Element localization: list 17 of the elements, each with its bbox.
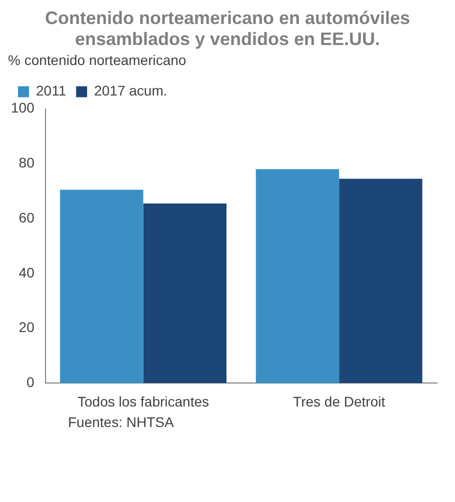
bar [256,169,340,384]
y-tick-label: 80 [18,154,35,171]
y-tick-label: 60 [18,209,35,226]
chart-title: Contenido norteamericano en automóviles ensamblados y vendidos en EE.UU. [44,8,412,50]
y-tick-label: 20 [18,319,35,336]
bar [339,178,422,384]
x-tick-label: Todos los fabricantes [78,393,210,410]
y-tick-label: 40 [18,264,35,280]
legend-label: 2011 [36,82,66,99]
legend-label: 2017 acum. [94,82,168,99]
bar [60,190,144,384]
bar [143,203,226,384]
y-tick-label: 100 [11,100,35,116]
x-tick-label: Tres de Detroit [293,393,386,410]
legend-title: % contenido norteamericano [8,52,186,68]
source-note: Fuentes: NHTSA [68,414,175,430]
y-tick-label: 0 [26,374,35,390]
